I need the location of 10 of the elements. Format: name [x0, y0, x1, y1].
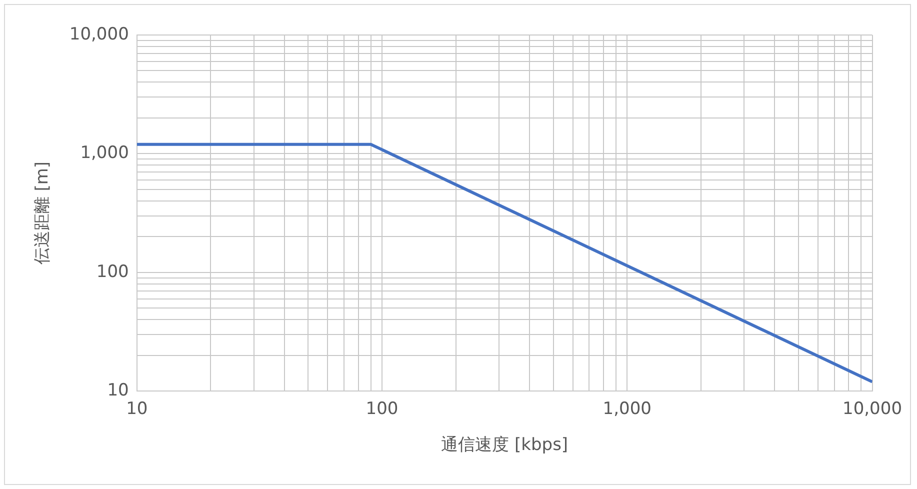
x-tick-label: 10,000	[842, 398, 902, 419]
x-tick-label: 1,000	[602, 398, 652, 419]
y-tick-label: 10	[107, 380, 129, 401]
y-axis-title: 伝送距離 [m]	[32, 161, 53, 265]
x-tick-label: 10	[126, 398, 148, 419]
x-tick-label: 100	[366, 398, 398, 419]
y-tick-label: 10,000	[69, 24, 129, 44]
y-tick-label: 1,000	[80, 143, 129, 164]
x-axis-title: 通信速度 [kbps]	[441, 435, 568, 456]
y-tick-label: 100	[96, 262, 129, 282]
